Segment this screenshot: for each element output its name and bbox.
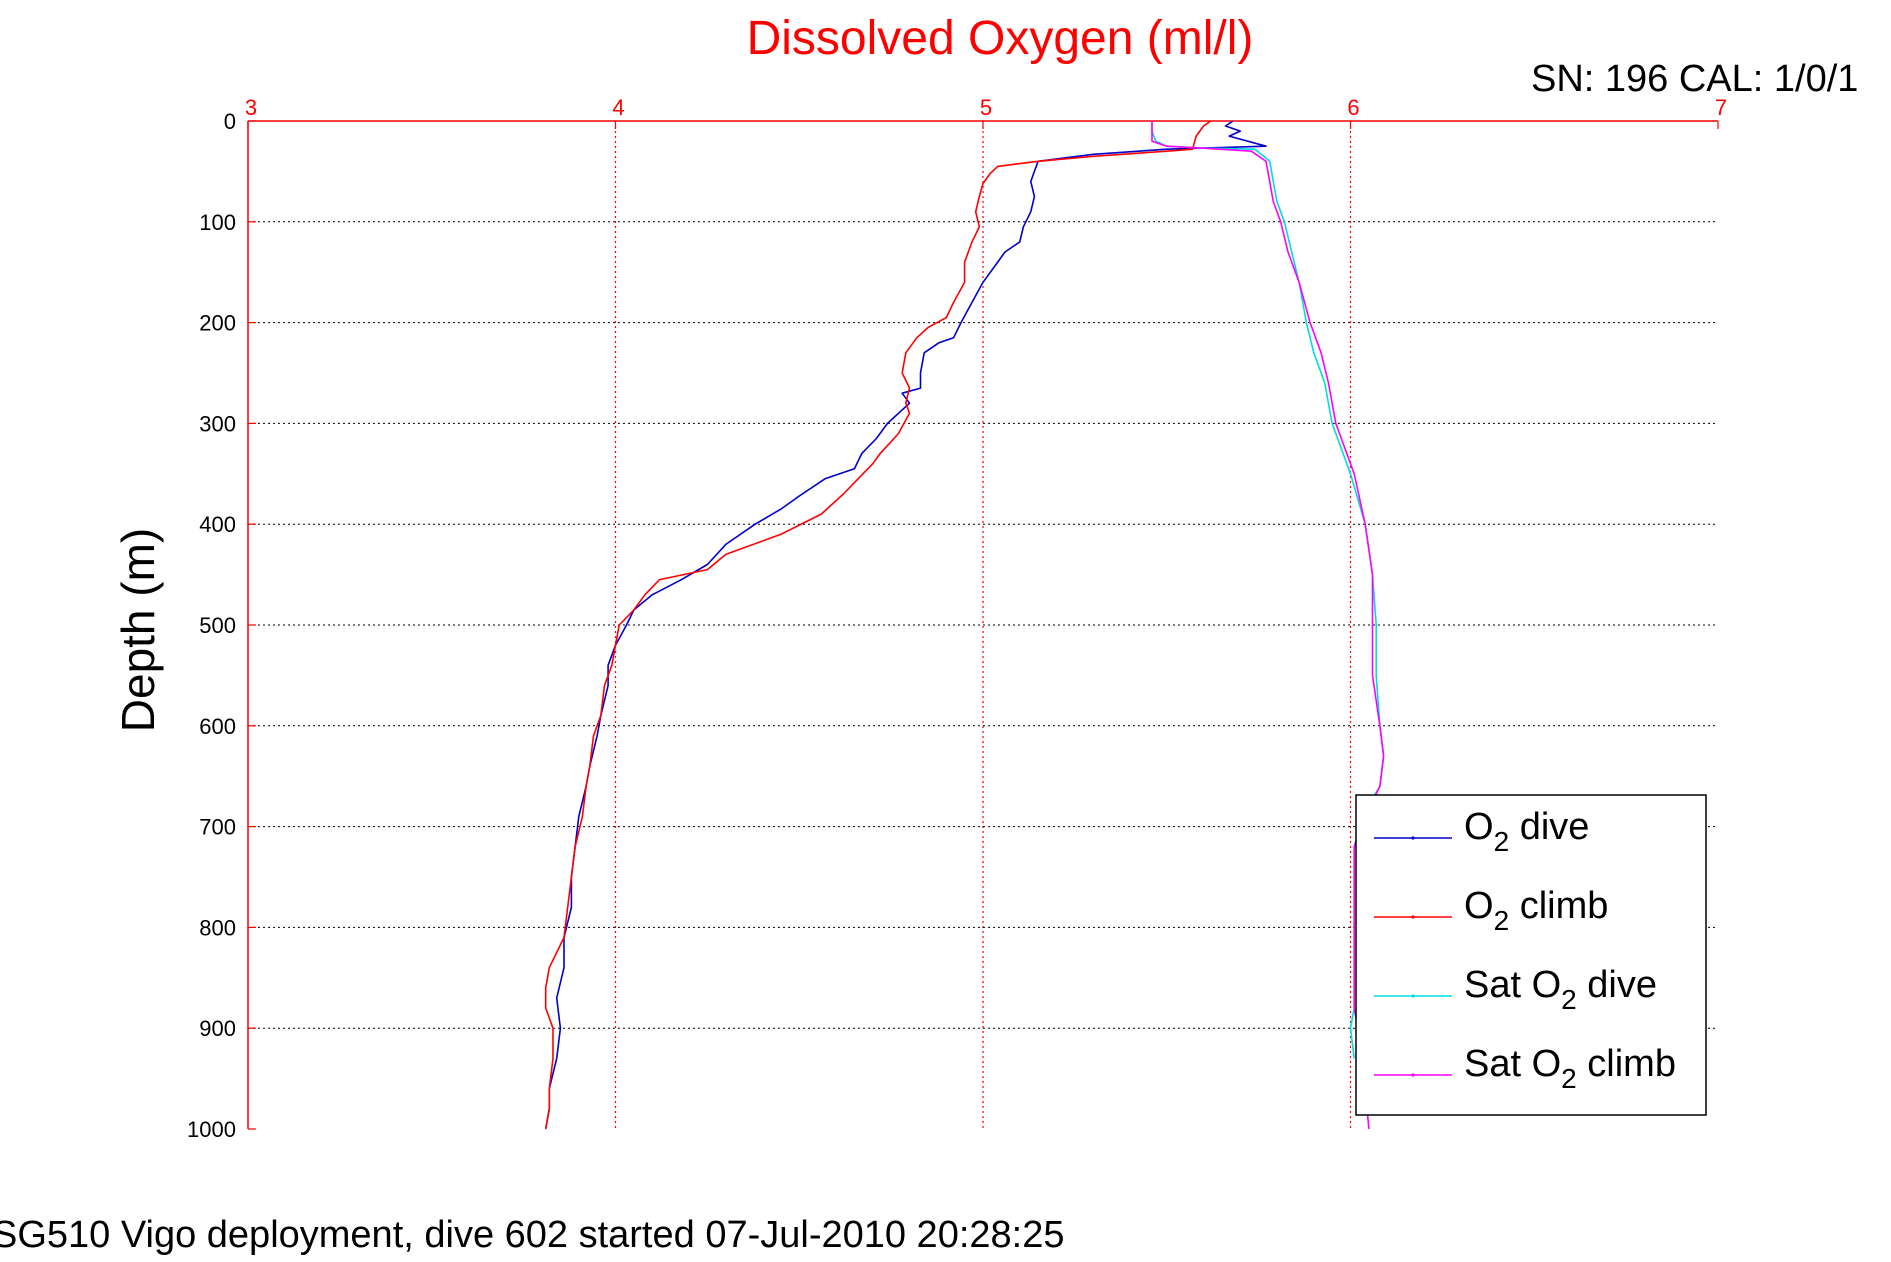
legend-box bbox=[1355, 794, 1707, 1116]
legend-marker bbox=[1411, 994, 1415, 998]
chart-title: Dissolved Oxygen (ml/l) bbox=[747, 12, 1254, 65]
y-tick-label: 200 bbox=[199, 311, 236, 336]
data-series bbox=[544, 120, 1385, 1130]
y-tick-label: 500 bbox=[199, 613, 236, 638]
dive-caption: SG510 Vigo deployment, dive 602 started … bbox=[0, 1214, 1064, 1256]
x-tick-label: 5 bbox=[980, 95, 992, 120]
x-tick-label: 6 bbox=[1347, 95, 1359, 120]
series-line-2 bbox=[1151, 121, 1385, 1059]
y-tick-label: 400 bbox=[199, 512, 236, 537]
y-tick-label: 0 bbox=[224, 109, 236, 134]
y-tick-label: 600 bbox=[199, 714, 236, 739]
legend-marker bbox=[1411, 915, 1415, 919]
y-tick-label: 700 bbox=[199, 815, 236, 840]
series-line-1 bbox=[544, 120, 1212, 1130]
legend-marker bbox=[1411, 1073, 1415, 1077]
x-tick-label: 4 bbox=[612, 95, 624, 120]
x-tick-label: 3 bbox=[245, 95, 257, 120]
series-line-3 bbox=[1151, 121, 1385, 1130]
x-tick-label: 7 bbox=[1715, 95, 1727, 120]
serial-calibration-label: SN: 196 CAL: 1/0/1 bbox=[1531, 58, 1858, 100]
y-tick-label: 100 bbox=[199, 210, 236, 235]
legend-marker bbox=[1411, 836, 1415, 840]
legend-entry-label: Sat O2 dive bbox=[1464, 964, 1657, 1015]
legend-entry-label: Sat O2 climb bbox=[1464, 1043, 1676, 1094]
y-tick-label: 800 bbox=[199, 915, 236, 940]
y-tick-label: 900 bbox=[199, 1016, 236, 1041]
y-tick-label: 300 bbox=[199, 411, 236, 436]
axes: 3 4 5 6 7 0 100 200 300 400 500 600 700 800 900 1000 bbox=[187, 95, 1727, 1142]
legend: O2 dive O2 climb Sat O2 dive Sat O2 climb bbox=[1355, 794, 1707, 1116]
legend-entry-label: O2 climb bbox=[1464, 885, 1608, 936]
legend-entry-label: O2 dive bbox=[1464, 806, 1589, 857]
y-tick-label: 1000 bbox=[187, 1117, 236, 1142]
y-axis-label: Depth (m) bbox=[112, 528, 164, 732]
